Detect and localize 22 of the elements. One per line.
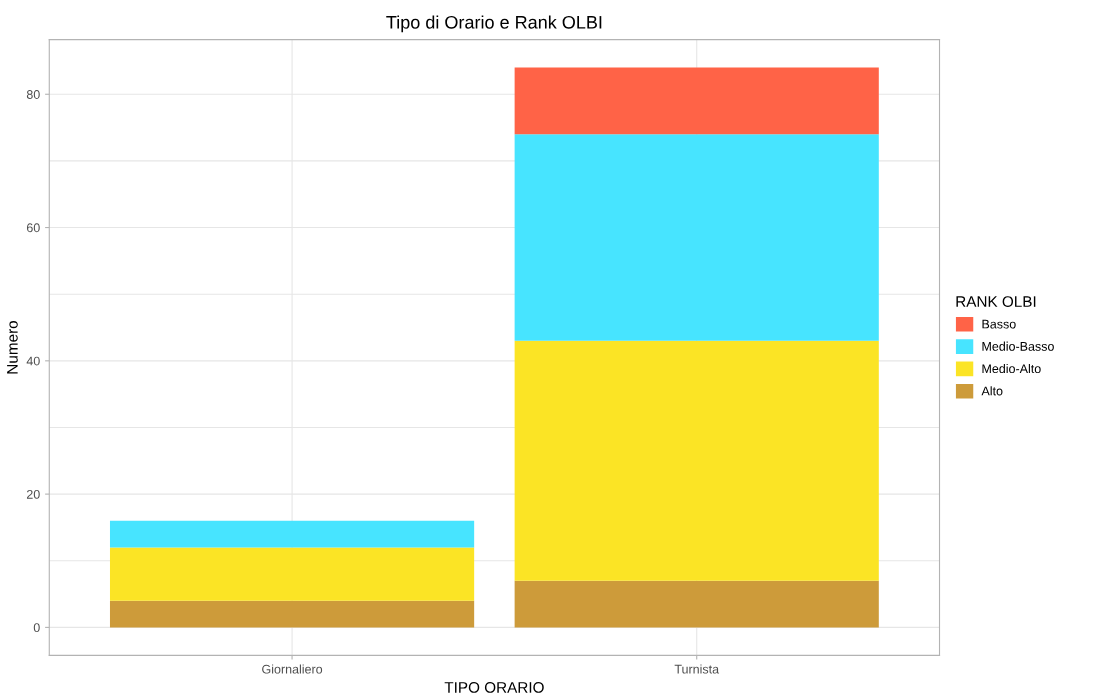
x-tick-label: Giornaliero (262, 664, 323, 674)
bar (514, 580, 879, 628)
y-tick-label: 0 (33, 623, 40, 633)
legend-title: RANK OLBI (956, 296, 1036, 307)
x-axis-title: TIPO ORARIO (444, 682, 544, 693)
legend-label: Medio-Alto (982, 363, 1041, 374)
x-tick-label: Turnista (674, 664, 720, 674)
bar (109, 520, 475, 548)
bar (514, 340, 879, 581)
legend-label: Basso (982, 319, 1016, 329)
legend-label: Medio-Basso (982, 341, 1054, 351)
bar (109, 547, 475, 601)
bar (109, 600, 475, 628)
y-tick-label: 20 (26, 489, 40, 499)
bar (514, 134, 879, 341)
chart-title: Tipo di Orario e Rank OLBI (386, 15, 602, 33)
y-axis-title: Numero (7, 320, 18, 374)
y-tick-label: 60 (26, 223, 40, 233)
bar (514, 67, 879, 135)
y-tick-label: 80 (26, 90, 40, 99)
y-tick-label: 40 (26, 356, 40, 366)
legend-label: Alto (981, 386, 1003, 396)
